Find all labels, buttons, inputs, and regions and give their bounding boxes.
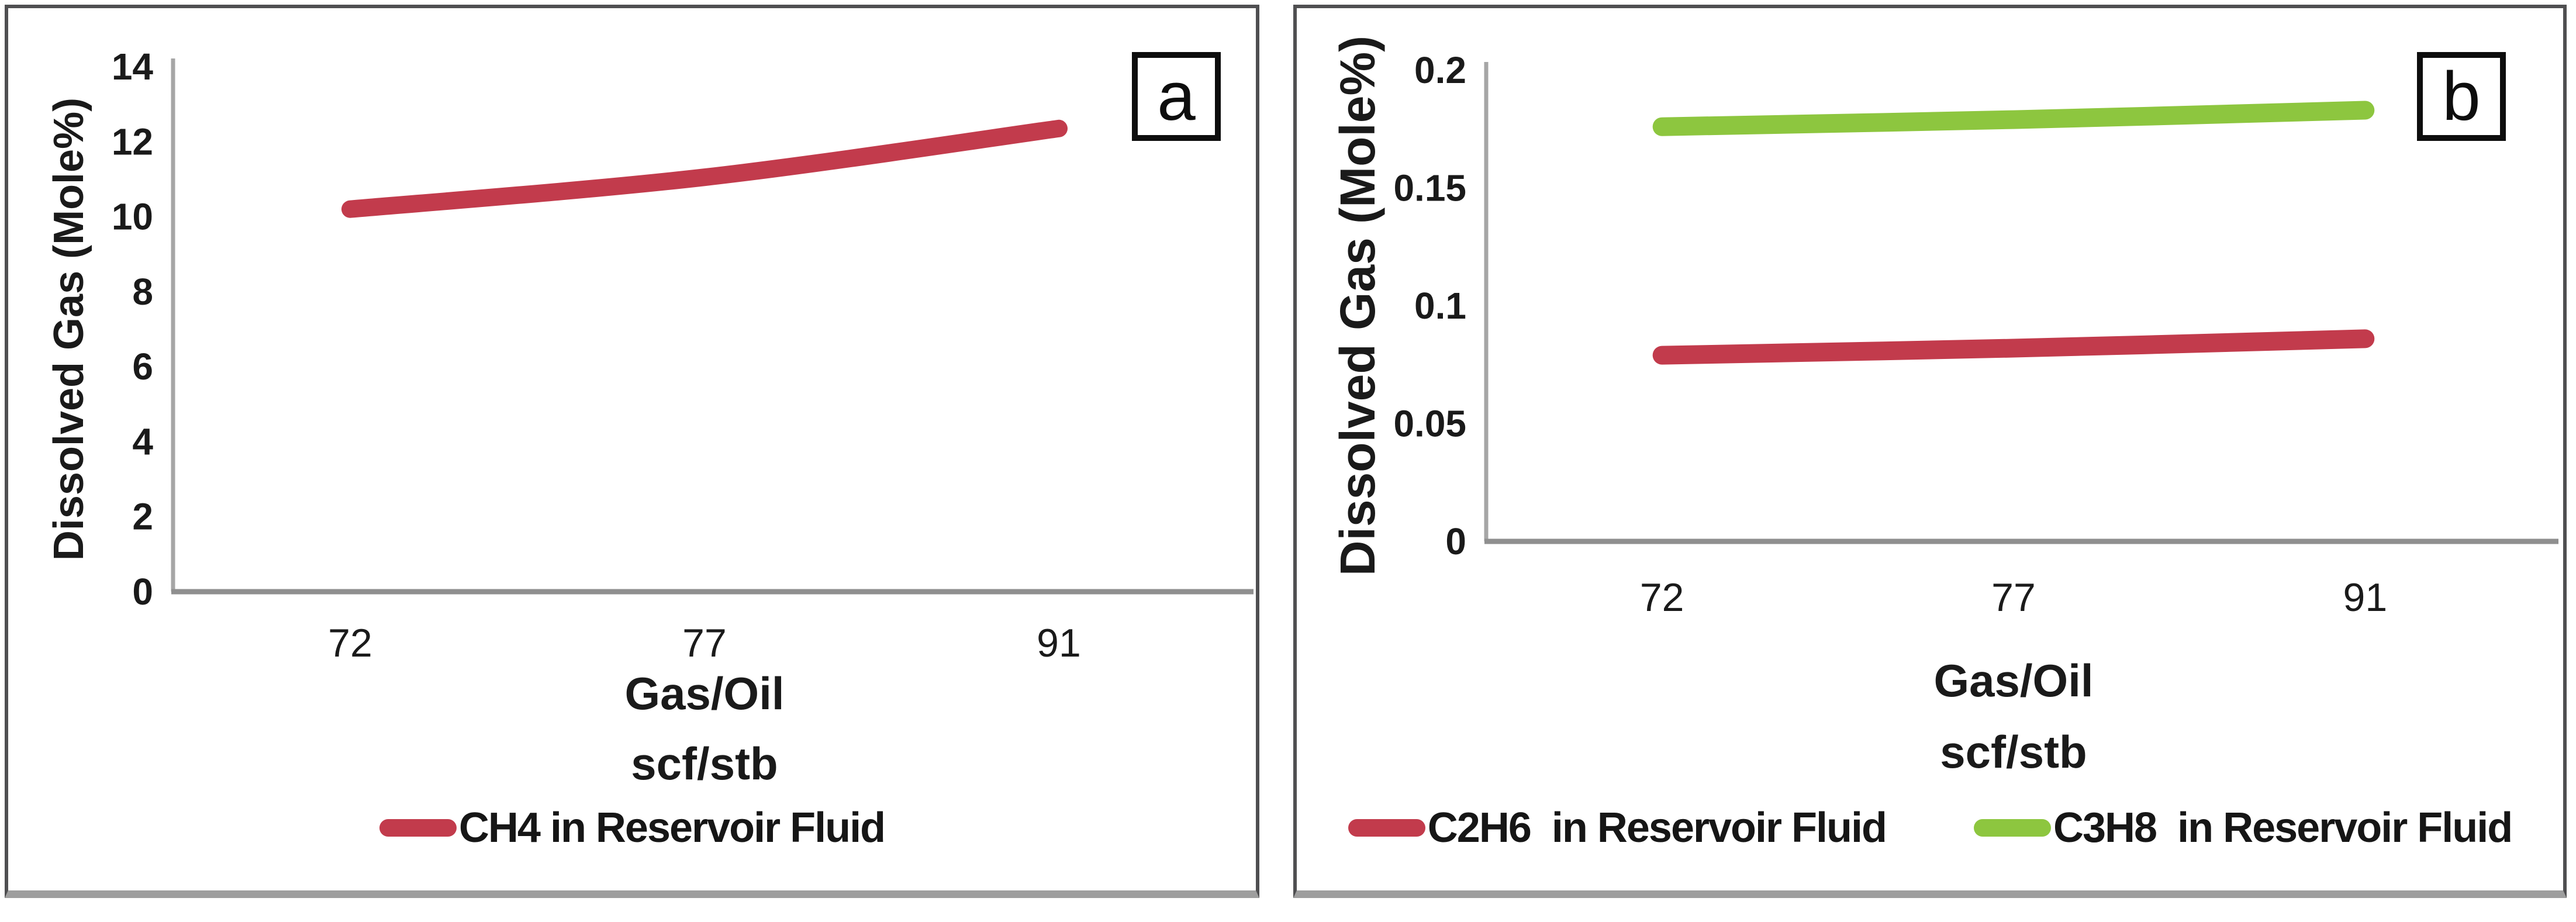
series-line-c3h8 [1652,101,2375,136]
y-axis-title: Dissolved Gas (Mole%) [1330,36,1385,576]
y-axis-title: Dissolved Gas (Mole%) [46,98,92,561]
legend-label: C2H6 in Reservoir Fluid [1427,804,1887,851]
x-tick-label: 77 [682,621,727,665]
y-tick-label: 0.15 [1393,167,1466,209]
chart-a-plot: 0 2 4 6 8 10 12 14 72 77 91 Gas/Oil scf/stb Dissolved… [46,46,1254,789]
y-tick-label: 4 [132,420,153,462]
x-tick-label: 77 [1991,575,2036,620]
x-tick-label: 91 [2343,575,2388,620]
series-line-c2h6 [1652,329,2375,365]
legend-label: CH4 in Reservoir Fluid [458,804,886,851]
y-tick-label: 0 [132,571,153,613]
chart-b-plot: 0 0.05 0.1 0.15 0.2 72 77 91 Gas/Oil scf/stb Disso… [1330,36,2558,778]
chart-b-legend: C2H6 in Reservoir Fluid C3H8 in Reservoir… [1297,799,2563,857]
legend-marker-ch4 [379,819,457,837]
y-tick-label: 12 [112,120,153,163]
legend-marker-c2h6 [1348,819,1425,837]
x-tick-label: 72 [328,621,372,665]
legend-marker-c3h8 [1974,819,2051,837]
chart-panel-b: 0 0.05 0.1 0.15 0.2 72 77 91 Gas/Oil scf/stb Disso… [1293,5,2567,898]
y-tick-label: 0.05 [1393,403,1466,445]
chart-a-legend: CH4 in Reservoir Fluid [8,799,1256,857]
y-tick-label: 6 [132,346,153,388]
y-tick-label: 0 [1445,520,1466,562]
y-tick-label: 8 [132,271,153,313]
y-tick-label: 2 [132,496,153,538]
x-tick-label: 91 [1037,621,1081,665]
legend-label: C3H8 in Reservoir Fluid [2053,804,2513,851]
y-tick-label: 0.2 [1414,49,1466,91]
x-axis-title: scf/stb [631,738,778,789]
y-tick-label: 10 [112,196,153,238]
x-axis-title: Gas/Oil [1933,655,2093,706]
panel-a-label: a [1132,52,1221,141]
x-tick-label: 72 [1640,575,1684,620]
chart-panel-a: 0 2 4 6 8 10 12 14 72 77 91 Gas/Oil scf/stb Dissolved… [5,5,1259,898]
panel-b-label: b [2417,52,2506,141]
legend-item-c2h6: C2H6 in Reservoir Fluid [1348,804,1887,852]
y-tick-label: 0.1 [1414,285,1466,327]
x-axis-title: scf/stb [1940,726,2087,778]
legend-item-ch4: CH4 in Reservoir Fluid [379,804,886,852]
x-axis-title: Gas/Oil [624,668,784,719]
y-tick-label: 14 [112,46,154,88]
series-line-ch4 [341,119,1068,218]
legend-item-c3h8: C3H8 in Reservoir Fluid [1974,804,2513,852]
